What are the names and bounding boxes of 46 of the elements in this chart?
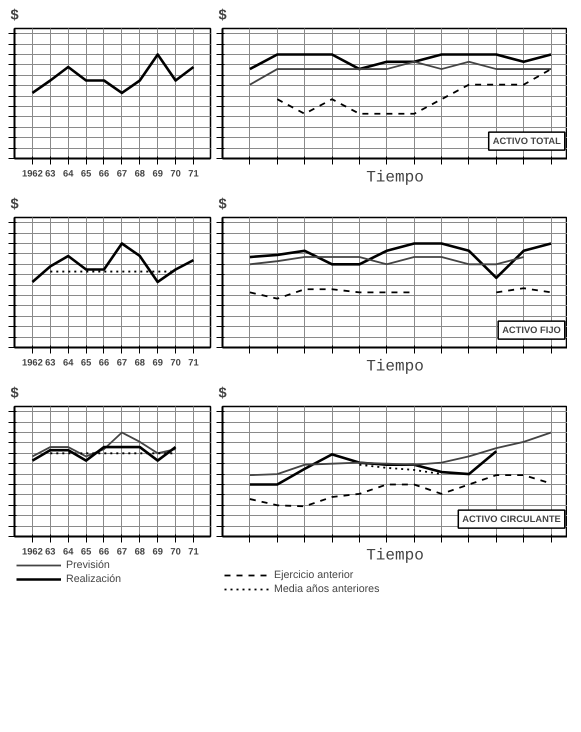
x-tick-label: 63 <box>45 546 56 556</box>
x-tick-label: 1962 <box>22 546 43 556</box>
legend-label: Previsión <box>66 559 110 571</box>
x-tick-label: 69 <box>152 546 163 556</box>
legend-label: Ejercicio anterior <box>274 569 354 581</box>
annotation: ACTIVO FIJO <box>502 325 561 336</box>
x-tick-label: 71 <box>188 168 199 178</box>
legend-label: Media años anteriores <box>274 583 380 595</box>
y-axis-title: $ <box>10 386 19 402</box>
x-tick-label: 70 <box>170 168 181 178</box>
annotation: ACTIVO CIRCULANTE <box>462 514 561 524</box>
x-tick-label: 69 <box>152 168 163 178</box>
x-tick-label: 68 <box>134 358 145 368</box>
x-tick-label: 64 <box>63 358 74 368</box>
x-tick-label: 70 <box>170 546 181 556</box>
x-tick-label: 65 <box>80 546 92 556</box>
x-tick-label: 65 <box>80 358 92 368</box>
x-tick-label: 71 <box>188 546 199 556</box>
y-axis-title: $ <box>10 8 19 24</box>
x-tick-label: 64 <box>63 168 74 178</box>
y-axis-title: $ <box>218 386 227 402</box>
annotation: ACTIVO TOTAL <box>492 136 562 146</box>
legend-label: Realización <box>66 573 122 585</box>
y-axis-title: $ <box>218 8 227 24</box>
x-tick-label: 71 <box>188 358 199 368</box>
x-tick-label: 66 <box>98 358 110 368</box>
x-tick-label: 63 <box>45 358 56 368</box>
x-tick-label: 67 <box>116 358 128 368</box>
y-axis-title: $ <box>10 196 19 212</box>
x-tick-label: 67 <box>116 168 128 178</box>
x-tick-label: 63 <box>45 168 56 178</box>
x-tick-label: 67 <box>116 546 128 556</box>
x-tick-label: 1962 <box>22 358 43 368</box>
x-tick-label: 65 <box>80 168 92 178</box>
x-tick-label: 70 <box>170 358 181 368</box>
x-axis-title: Tiempo <box>366 358 424 376</box>
y-axis-title: $ <box>218 196 227 212</box>
x-tick-label: 68 <box>134 168 145 178</box>
x-tick-label: 69 <box>152 358 163 368</box>
x-tick-label: 68 <box>134 546 145 556</box>
x-axis-title: Tiempo <box>366 546 424 564</box>
x-tick-label: 66 <box>98 168 110 178</box>
x-tick-label: 66 <box>98 546 110 556</box>
x-axis-title: Tiempo <box>366 168 424 186</box>
x-tick-label: 64 <box>63 546 74 556</box>
x-tick-label: 1962 <box>22 168 43 178</box>
